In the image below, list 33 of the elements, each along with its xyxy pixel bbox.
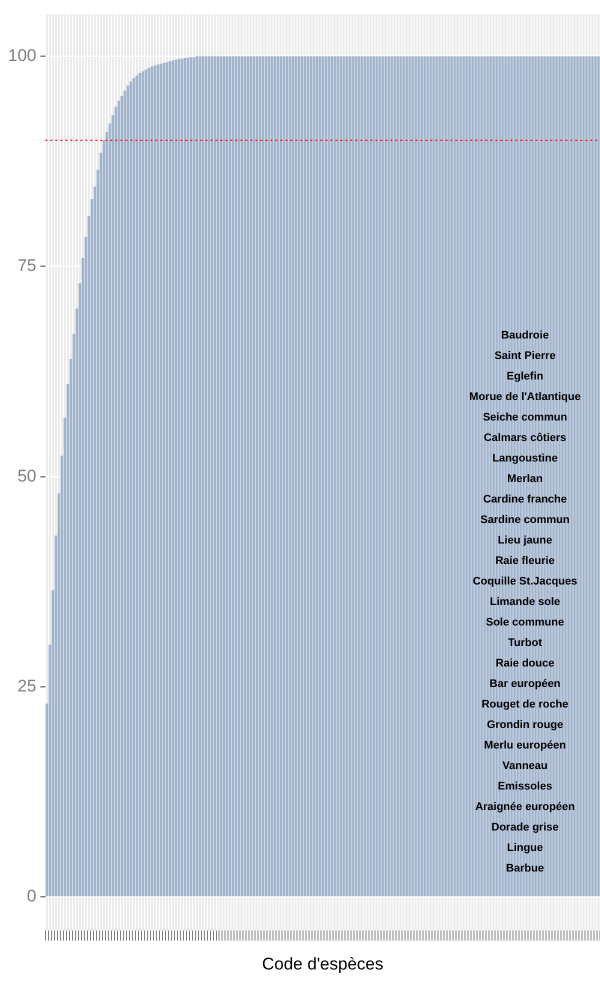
annotation: Morue de l'Atlantique — [469, 391, 581, 404]
annotation: Bar européen — [490, 678, 561, 690]
y-tick-label: 50 — [17, 466, 36, 486]
annotation: Sardine commun — [480, 514, 570, 526]
annotation: Lieu jaune — [498, 534, 552, 547]
annotation: Raie fleurie — [495, 555, 555, 568]
annotation: Limande sole — [490, 596, 560, 608]
annotation: Merlu européen — [484, 740, 566, 752]
annotation: Seiche commun — [482, 412, 568, 424]
y-tick-label: 75 — [17, 256, 36, 276]
annotation: Barbue — [506, 862, 544, 875]
annotation: Eglefin — [506, 370, 544, 383]
annotation: Lingue — [506, 842, 544, 854]
annotation: Merlan — [507, 473, 543, 486]
y-tick-label: 0 — [26, 886, 36, 906]
x-axis-title: Code d'espèces — [262, 954, 384, 974]
annotation: Turbot — [508, 637, 542, 650]
annotation: Araignée européen — [475, 801, 576, 814]
annotation: Cardine franche — [483, 494, 567, 506]
annotation: Coquille St.Jacques — [472, 576, 578, 588]
annotation: Baudroie — [501, 330, 549, 342]
annotation: Sole commune — [486, 616, 564, 629]
annotation: Dorade grise — [491, 822, 559, 834]
y-tick-label: 25 — [17, 676, 36, 696]
annotation: Vanneau — [502, 760, 548, 772]
annotation: Rouget de roche — [482, 698, 568, 711]
y-tick-label: 100 — [8, 46, 36, 65]
annotation: Emissoles — [498, 780, 552, 793]
annotation: Grondin rouge — [486, 719, 564, 732]
annotation: Calmars côtiers — [484, 432, 566, 444]
annotation: Raie douce — [496, 658, 554, 670]
annotation: Saint Pierre — [494, 350, 556, 362]
annotation: Langoustine — [492, 452, 558, 465]
